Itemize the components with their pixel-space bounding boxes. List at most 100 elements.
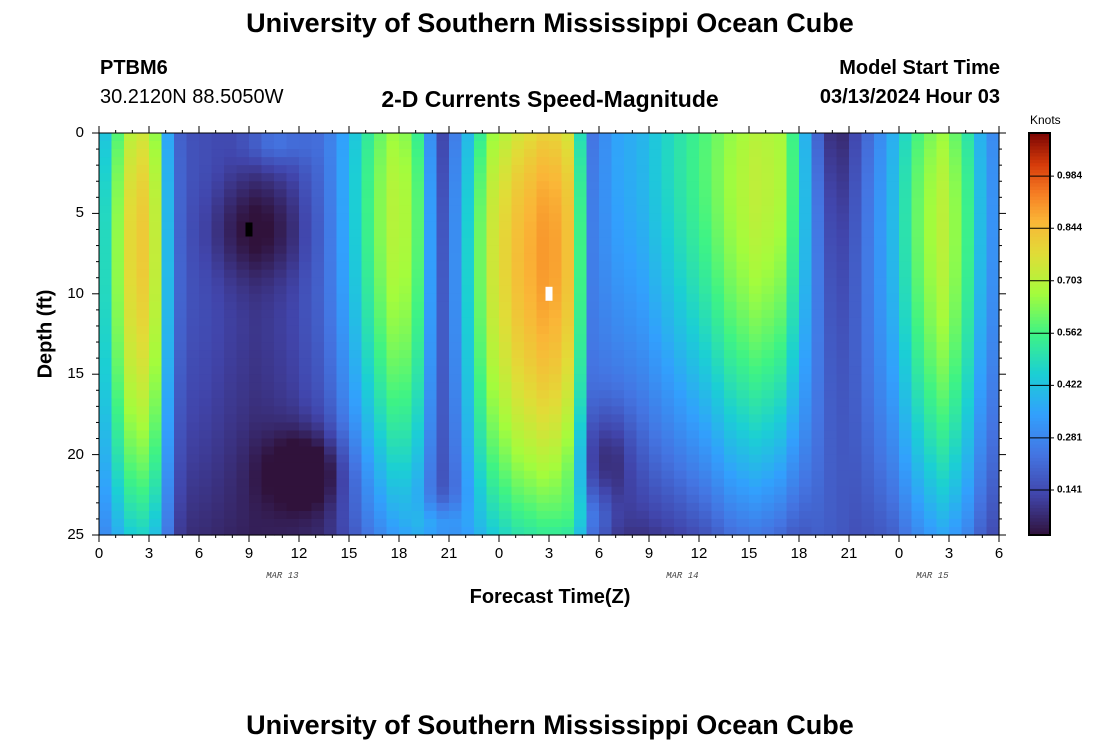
heatmap-cell: [236, 205, 250, 214]
heatmap-cell: [686, 518, 700, 528]
heatmap-cell: [511, 253, 525, 263]
heatmap-cell: [286, 510, 300, 520]
heatmap-cell: [949, 301, 963, 311]
heatmap-cell: [574, 325, 588, 335]
heatmap-cell: [886, 189, 900, 198]
heatmap-cell: [336, 406, 350, 415]
heatmap-cell: [961, 390, 975, 399]
heatmap-cell: [586, 237, 600, 247]
heatmap-cell: [386, 406, 400, 415]
x-tick-label: 18: [790, 545, 808, 562]
heatmap-cell: [374, 189, 388, 198]
colorbar-swatch: [1029, 514, 1050, 519]
heatmap-cell: [236, 374, 250, 383]
heatmap-cell: [649, 325, 663, 335]
heatmap-cell: [899, 462, 913, 472]
heatmap-cell: [686, 213, 700, 223]
heatmap-cell: [436, 205, 450, 214]
heatmap-cell: [324, 374, 338, 383]
heatmap-cell: [961, 502, 975, 512]
heatmap-cell: [549, 181, 563, 190]
heatmap-cell: [361, 390, 375, 399]
heatmap-cell: [324, 221, 338, 231]
heatmap-cell: [461, 309, 475, 319]
heatmap-cell: [461, 285, 475, 295]
heatmap-cell: [299, 430, 313, 440]
heatmap-cell: [811, 374, 825, 383]
heatmap-markers: [245, 222, 553, 301]
heatmap-cell: [349, 317, 363, 327]
heatmap-cell: [861, 309, 875, 319]
heatmap-cell: [249, 149, 263, 158]
heatmap-cell: [224, 181, 238, 190]
heatmap-cell: [511, 181, 525, 190]
heatmap-cell: [899, 350, 913, 359]
heatmap-cell: [911, 149, 925, 158]
heatmap-cell: [236, 149, 250, 158]
heatmap-cell: [836, 374, 850, 383]
heatmap-cell: [699, 269, 713, 279]
heatmap-cell: [924, 438, 938, 448]
heatmap-cell: [536, 462, 550, 472]
heatmap-cell: [236, 213, 250, 223]
heatmap-cell: [899, 133, 913, 142]
heatmap-cell: [524, 317, 538, 327]
heatmap-cell: [324, 285, 338, 295]
heatmap-cell: [861, 518, 875, 528]
heatmap-cell: [511, 502, 525, 512]
x-tick-label: 6: [994, 545, 1004, 562]
heatmap-cell: [186, 502, 200, 512]
heatmap-cell: [824, 325, 838, 335]
heatmap-cell: [474, 181, 488, 190]
station-coords: 30.2120N 88.5050W: [100, 86, 284, 108]
heatmap-cell: [449, 269, 463, 279]
heatmap-cell: [849, 358, 863, 367]
heatmap-cell: [424, 133, 438, 142]
heatmap-cell: [386, 334, 400, 343]
heatmap-cell: [586, 398, 600, 407]
colorbar-swatch: [1029, 307, 1050, 312]
heatmap-cell: [986, 221, 1000, 231]
heatmap-cell: [836, 141, 850, 150]
heatmap-cell: [374, 526, 388, 536]
heatmap-cell: [186, 382, 200, 391]
heatmap-cell: [736, 181, 750, 190]
heatmap-cell: [674, 213, 688, 223]
heatmap-cell: [386, 229, 400, 239]
heatmap-cell: [686, 366, 700, 375]
heatmap-cell: [649, 261, 663, 271]
heatmap-cell: [399, 293, 413, 303]
heatmap-cell: [224, 454, 238, 464]
heatmap-cell: [624, 454, 638, 464]
heatmap-cell: [224, 205, 238, 214]
heatmap-cell: [899, 197, 913, 206]
heatmap-cell: [774, 430, 788, 440]
heatmap-cell: [724, 406, 738, 415]
heatmap-cell: [861, 478, 875, 488]
heatmap-cell: [299, 502, 313, 512]
heatmap-cell: [186, 261, 200, 271]
heatmap-cell: [249, 446, 263, 456]
heatmap-cell: [636, 382, 650, 391]
heatmap-cell: [311, 205, 325, 214]
heatmap-cell: [486, 342, 500, 351]
heatmap-cell: [361, 526, 375, 536]
heatmap-cell: [749, 470, 763, 480]
heatmap-cell: [111, 293, 125, 303]
heatmap-cell: [361, 197, 375, 206]
heatmap-cell: [474, 494, 488, 504]
heatmap-cell: [749, 510, 763, 520]
heatmap-cell: [836, 253, 850, 263]
heatmap-cell: [749, 502, 763, 512]
heatmap-cell: [986, 502, 1000, 512]
heatmap-cell: [961, 173, 975, 182]
heatmap-cell: [474, 245, 488, 255]
heatmap-cell: [574, 422, 588, 432]
heatmap-cell: [311, 309, 325, 319]
colorbar-swatch: [1029, 186, 1050, 191]
heatmap-cell: [586, 221, 600, 231]
heatmap-cell: [386, 390, 400, 399]
heatmap-cell: [511, 133, 525, 142]
heatmap-cell: [399, 502, 413, 512]
heatmap-cell: [336, 382, 350, 391]
